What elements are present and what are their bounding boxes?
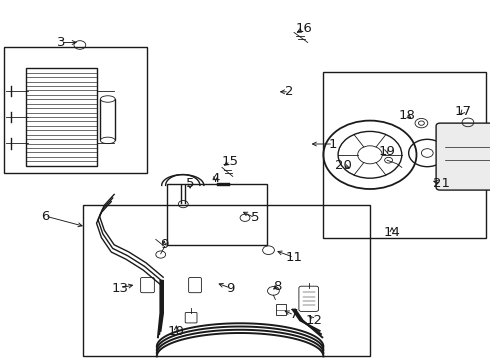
Bar — [83, 205, 370, 356]
Text: 21: 21 — [433, 177, 449, 190]
Text: 1: 1 — [329, 138, 338, 150]
Text: 4: 4 — [211, 172, 220, 185]
FancyBboxPatch shape — [299, 286, 318, 311]
Text: 7: 7 — [290, 309, 298, 321]
Bar — [26, 68, 97, 166]
Text: 15: 15 — [222, 155, 239, 168]
Text: 16: 16 — [295, 22, 312, 35]
Text: 5: 5 — [186, 177, 195, 190]
FancyBboxPatch shape — [185, 312, 197, 323]
Ellipse shape — [100, 96, 115, 102]
Ellipse shape — [100, 137, 115, 144]
Text: 11: 11 — [286, 251, 302, 264]
Bar — [323, 72, 486, 238]
Text: 18: 18 — [398, 109, 415, 122]
FancyBboxPatch shape — [141, 278, 154, 293]
Text: 6: 6 — [41, 210, 49, 222]
Text: 8: 8 — [272, 280, 281, 293]
Text: 9: 9 — [160, 238, 169, 251]
Text: 5: 5 — [250, 211, 259, 224]
Text: 19: 19 — [379, 145, 395, 158]
Text: 3: 3 — [57, 36, 66, 49]
Text: 20: 20 — [335, 159, 351, 172]
FancyBboxPatch shape — [189, 278, 201, 293]
Bar — [167, 184, 267, 245]
Text: 13: 13 — [112, 282, 128, 294]
Text: 14: 14 — [384, 226, 400, 239]
Bar — [100, 99, 115, 140]
Bar — [4, 47, 147, 173]
Text: 17: 17 — [455, 105, 471, 118]
FancyBboxPatch shape — [436, 123, 490, 190]
Text: 9: 9 — [226, 282, 235, 294]
Text: 2: 2 — [285, 85, 294, 98]
Bar — [276, 304, 286, 315]
Text: 10: 10 — [168, 325, 185, 338]
Text: 12: 12 — [305, 314, 322, 327]
